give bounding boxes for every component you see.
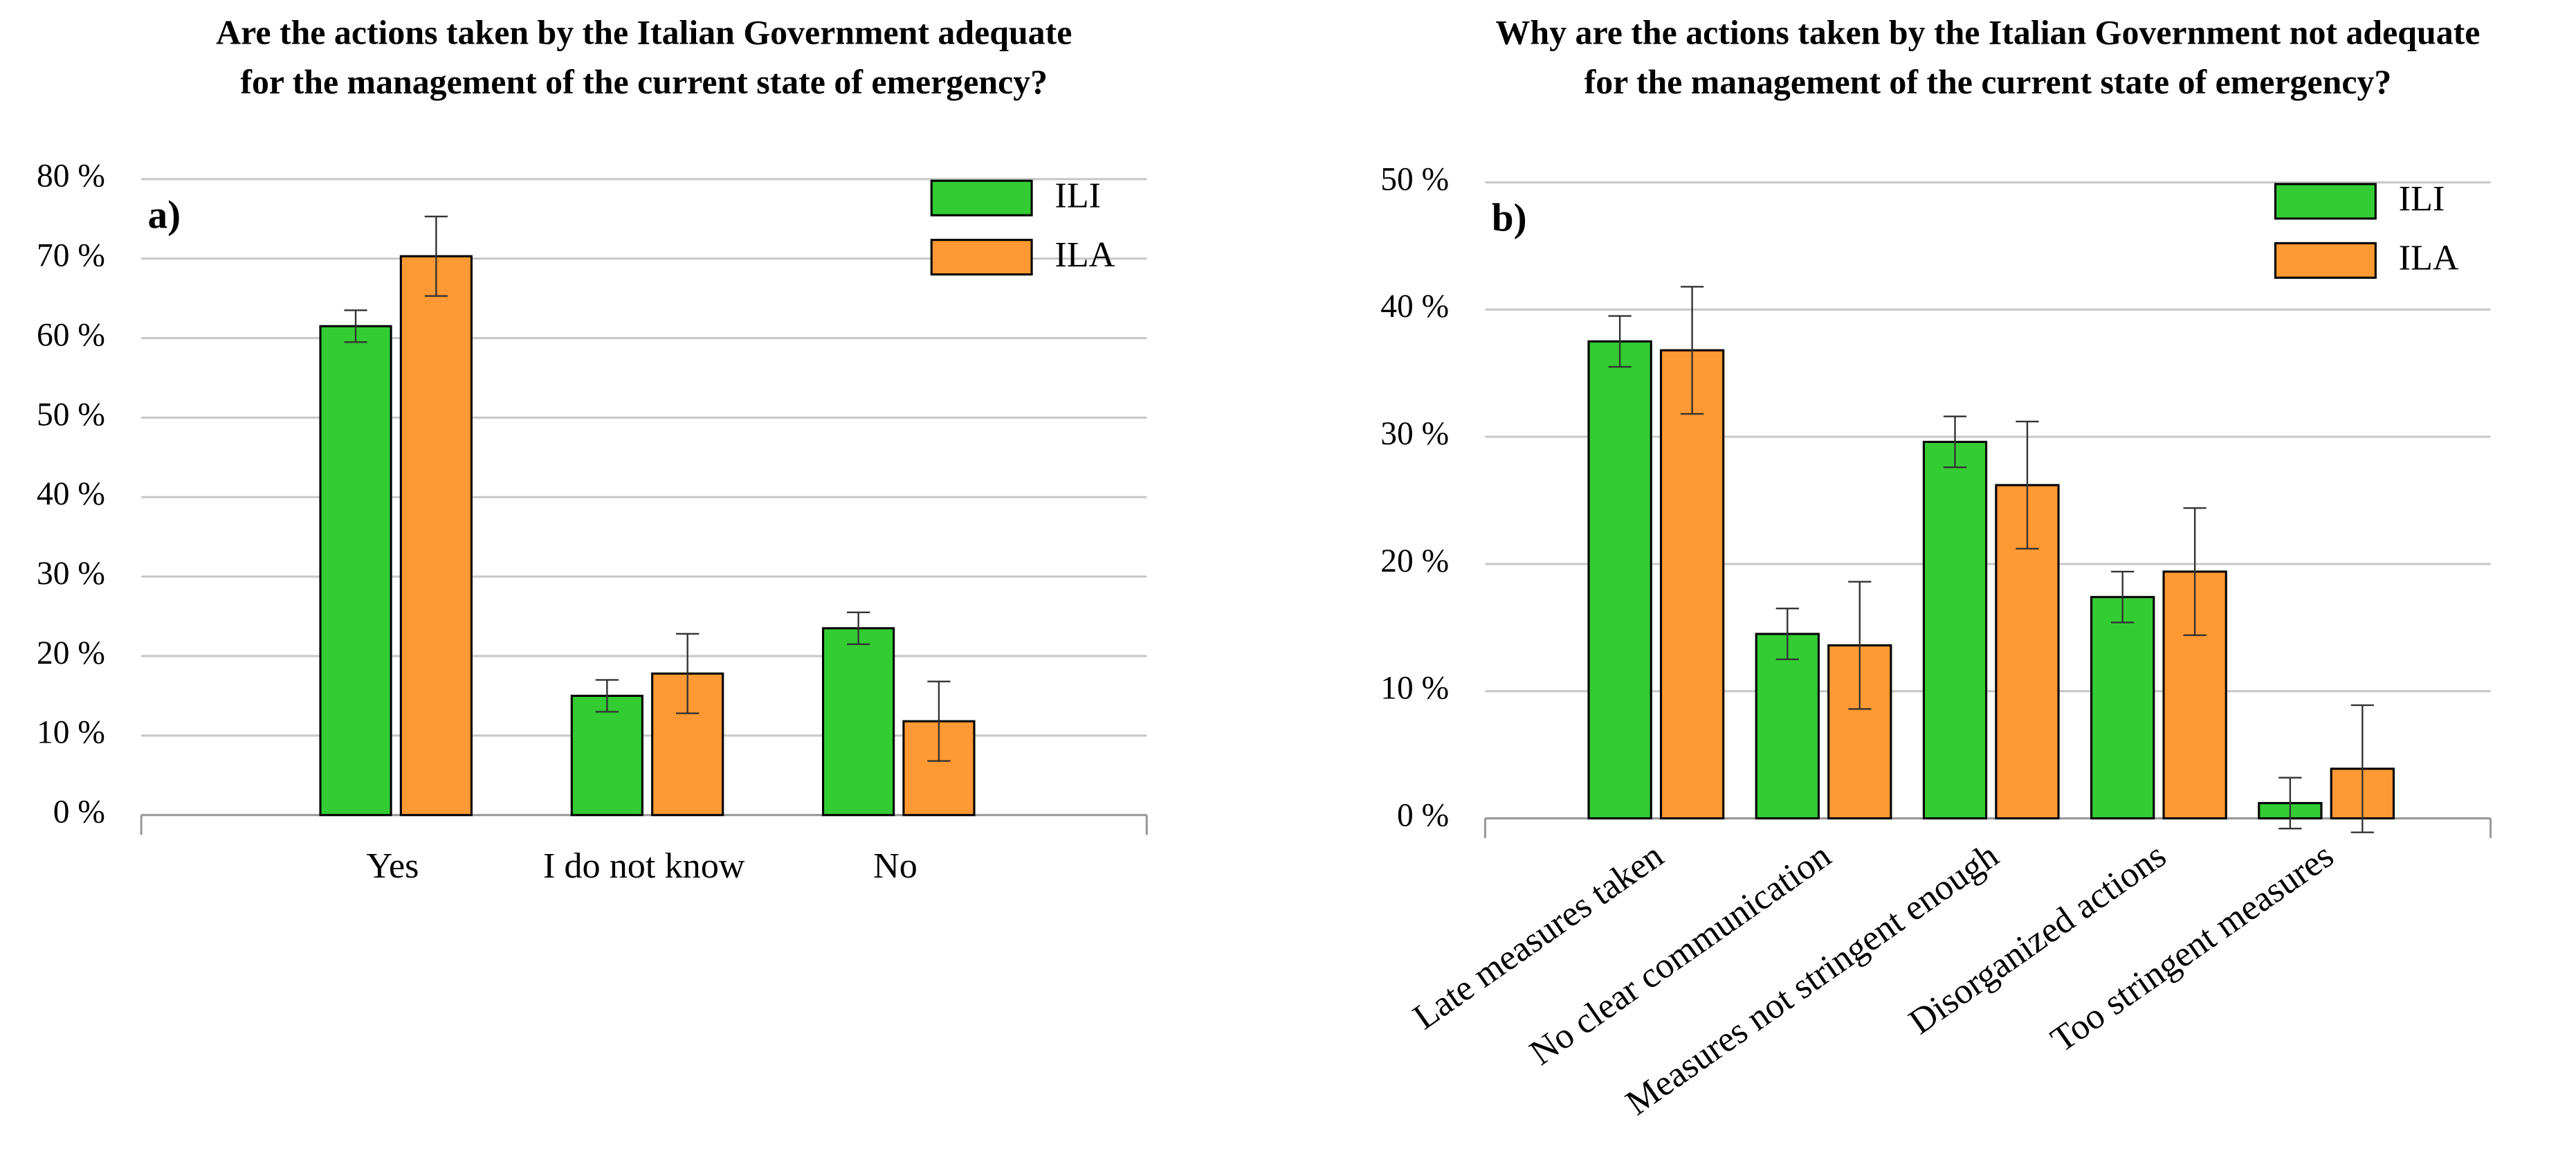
legend-label: ILI bbox=[1054, 175, 1101, 215]
error-bar bbox=[1943, 415, 1967, 469]
y-tick-label: 60 % bbox=[37, 317, 105, 353]
error-bar bbox=[846, 611, 870, 645]
chart-title: Why are the actions taken by the Italian… bbox=[1496, 14, 2481, 52]
chart-title: for the management of the current state … bbox=[240, 63, 1048, 101]
chart-title: Are the actions taken by the Italian Gov… bbox=[216, 14, 1072, 52]
y-tick-label: 30 % bbox=[37, 556, 105, 592]
y-tick-label: 0 % bbox=[53, 795, 105, 830]
legend-swatch bbox=[930, 179, 1033, 217]
bar bbox=[1587, 340, 1652, 819]
error-bar bbox=[1680, 286, 1704, 415]
legend-swatch bbox=[2274, 242, 2377, 279]
bar bbox=[822, 627, 895, 817]
y-tick-label: 10 % bbox=[37, 715, 105, 751]
error-bar bbox=[1775, 608, 1799, 660]
error-bar bbox=[676, 633, 700, 714]
panel-label: a) bbox=[148, 193, 181, 237]
panel-label: b) bbox=[1492, 197, 1527, 240]
y-tick-label: 10 % bbox=[1380, 671, 1449, 707]
bar bbox=[1755, 633, 1820, 819]
y-tick-label: 40 % bbox=[1380, 289, 1449, 325]
legend-label: ILI bbox=[2399, 179, 2445, 219]
error-bar bbox=[424, 215, 448, 297]
legend-swatch bbox=[930, 239, 1033, 276]
x-tick-label: I do not know bbox=[543, 846, 745, 886]
bar bbox=[1659, 349, 1725, 819]
x-tick-label: No bbox=[873, 846, 917, 886]
y-tick-label: 40 % bbox=[37, 476, 105, 512]
bar bbox=[2090, 596, 2155, 819]
bar bbox=[1922, 440, 1988, 819]
error-bar bbox=[1848, 581, 1872, 710]
error-bar bbox=[2016, 420, 2039, 550]
y-tick-label: 20 % bbox=[1380, 543, 1449, 579]
bar bbox=[399, 255, 473, 817]
y-tick-label: 30 % bbox=[1380, 416, 1449, 452]
legend-swatch bbox=[2274, 183, 2377, 220]
chart-title: for the management of the current state … bbox=[1584, 63, 2392, 101]
error-bar bbox=[2350, 704, 2374, 833]
y-tick-label: 20 % bbox=[37, 635, 105, 671]
bar bbox=[570, 694, 643, 817]
y-tick-label: 50 % bbox=[1380, 161, 1449, 197]
legend-label: ILA bbox=[2399, 238, 2459, 278]
error-bar bbox=[2278, 777, 2302, 830]
error-bar bbox=[595, 679, 619, 713]
error-bar bbox=[344, 309, 367, 343]
error-bar bbox=[927, 680, 951, 762]
y-tick-label: 80 % bbox=[37, 158, 105, 194]
x-tick-label: Too stringent measures bbox=[2044, 835, 2341, 1060]
y-tick-label: 70 % bbox=[37, 238, 105, 274]
x-tick-label: No clear communication bbox=[1522, 835, 1838, 1073]
bar bbox=[319, 325, 392, 817]
error-bar bbox=[2111, 570, 2135, 624]
bar bbox=[2162, 570, 2227, 819]
error-bar bbox=[1608, 315, 1632, 368]
y-tick-label: 50 % bbox=[37, 397, 105, 433]
error-bar bbox=[2183, 507, 2207, 636]
x-tick-label: Yes bbox=[366, 846, 419, 886]
legend-label: ILA bbox=[1054, 235, 1115, 275]
y-tick-label: 0 % bbox=[1397, 797, 1449, 833]
